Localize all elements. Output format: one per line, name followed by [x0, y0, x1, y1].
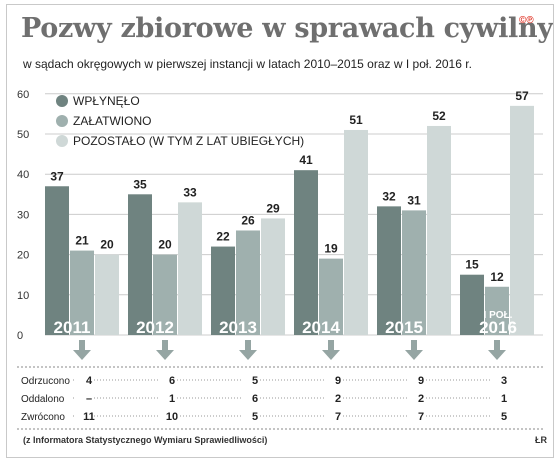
copyright-logo: ©℗ [519, 15, 534, 26]
category-label: 2012 [136, 318, 174, 337]
table-cell: 4 [86, 375, 93, 387]
table-cell: 9 [335, 375, 341, 387]
category-label: 2015 [385, 318, 423, 337]
category-prefix-label: I POŁ. [484, 310, 513, 321]
down-arrow-icon [245, 340, 251, 351]
bar [344, 129, 368, 335]
legend-swatch [56, 135, 68, 147]
data-label: 52 [432, 109, 446, 123]
y-tick-label: 30 [17, 209, 29, 221]
down-arrow-icon [79, 340, 85, 351]
y-tick-label: 10 [17, 290, 29, 302]
table-cell: 6 [169, 375, 175, 387]
table-cell: – [86, 393, 92, 405]
down-arrow-icon [162, 340, 168, 351]
data-label: 35 [133, 177, 147, 191]
bar [236, 230, 260, 335]
down-arrow-icon [411, 340, 417, 351]
table-cell: 5 [252, 375, 258, 387]
data-label: 21 [75, 234, 89, 248]
category-label: 2014 [302, 318, 340, 337]
y-tick-label: 20 [17, 250, 29, 262]
bar [261, 218, 285, 335]
bar [294, 170, 318, 335]
bar [178, 202, 202, 335]
data-label: 19 [324, 242, 338, 256]
source-note: (z Informatora Statystycznego Wymiaru Sp… [23, 435, 268, 445]
bar [70, 250, 94, 335]
table-cell: 5 [501, 411, 507, 423]
table-cell: 7 [335, 411, 341, 423]
legend-label: ZAŁATWIONO [73, 114, 151, 128]
legend-label: POZOSTAŁO (W TYM Z LAT UBIEGŁYCH) [73, 134, 304, 148]
down-arrow-icon [494, 340, 500, 351]
data-label: 31 [407, 193, 421, 207]
data-label: 51 [349, 113, 363, 127]
data-label: 12 [490, 270, 504, 284]
data-label: 26 [241, 213, 255, 227]
bar [128, 194, 152, 335]
bar [402, 210, 426, 335]
legend-swatch [56, 115, 68, 127]
data-label: 32 [382, 189, 396, 203]
down-arrow-icon [328, 340, 334, 351]
bar [510, 105, 534, 335]
down-arrow-icon [73, 350, 91, 360]
bar [319, 258, 343, 335]
bar [460, 274, 484, 335]
table-cell: 10 [166, 411, 178, 423]
y-tick-label: 50 [17, 129, 29, 141]
chart-title: Pozwy zbiorowe w sprawach cywilnych [21, 13, 554, 44]
data-label: 20 [100, 238, 114, 252]
table-cell: 3 [501, 375, 507, 387]
bar [95, 254, 119, 335]
table-cell: 11 [83, 411, 95, 423]
bar [377, 206, 401, 335]
y-tick-label: 40 [17, 169, 29, 181]
data-label: 20 [158, 238, 172, 252]
category-label: 2013 [219, 318, 257, 337]
down-arrow-icon [488, 350, 506, 360]
table-cell: 1 [169, 393, 175, 405]
table-row-label: Oddalono [21, 394, 65, 405]
legend-swatch [56, 95, 68, 107]
down-arrow-icon [405, 350, 423, 360]
y-tick-label: 0 [17, 330, 23, 342]
data-label: 33 [183, 185, 197, 199]
data-label: 29 [266, 201, 280, 215]
data-label: 57 [515, 89, 529, 103]
table-cell: 1 [501, 393, 507, 405]
table-row-label: Odrzucono [21, 376, 70, 387]
bar [211, 246, 235, 335]
down-arrow-icon [322, 350, 340, 360]
table-cell: 6 [252, 393, 258, 405]
data-label: 37 [50, 169, 64, 183]
table-cell: 2 [418, 393, 424, 405]
bar [427, 125, 451, 336]
table-cell: 2 [335, 393, 341, 405]
chart-subtitle: w sądach okręgowych w pierwszej instancj… [23, 57, 472, 71]
data-label: 15 [465, 258, 479, 272]
author-initials: ŁR [535, 435, 547, 445]
data-label: 41 [299, 153, 313, 167]
bar [485, 286, 509, 335]
down-arrow-icon [239, 350, 257, 360]
data-label: 22 [216, 230, 230, 244]
table-row-label: Zwrócono [21, 412, 65, 423]
bar [153, 254, 177, 335]
infographic-frame: Pozwy zbiorowe w sprawach cywilnych ©℗ w… [6, 4, 554, 458]
table-cell: 5 [252, 411, 258, 423]
legend-label: WPŁYNĘŁO [73, 94, 140, 108]
category-label: 2011 [54, 318, 91, 337]
down-arrow-icon [156, 350, 174, 360]
category-label: 2016 [479, 318, 517, 337]
y-tick-label: 60 [17, 89, 29, 101]
table-cell: 7 [418, 411, 424, 423]
bar [45, 186, 69, 335]
table-cell: 9 [418, 375, 424, 387]
